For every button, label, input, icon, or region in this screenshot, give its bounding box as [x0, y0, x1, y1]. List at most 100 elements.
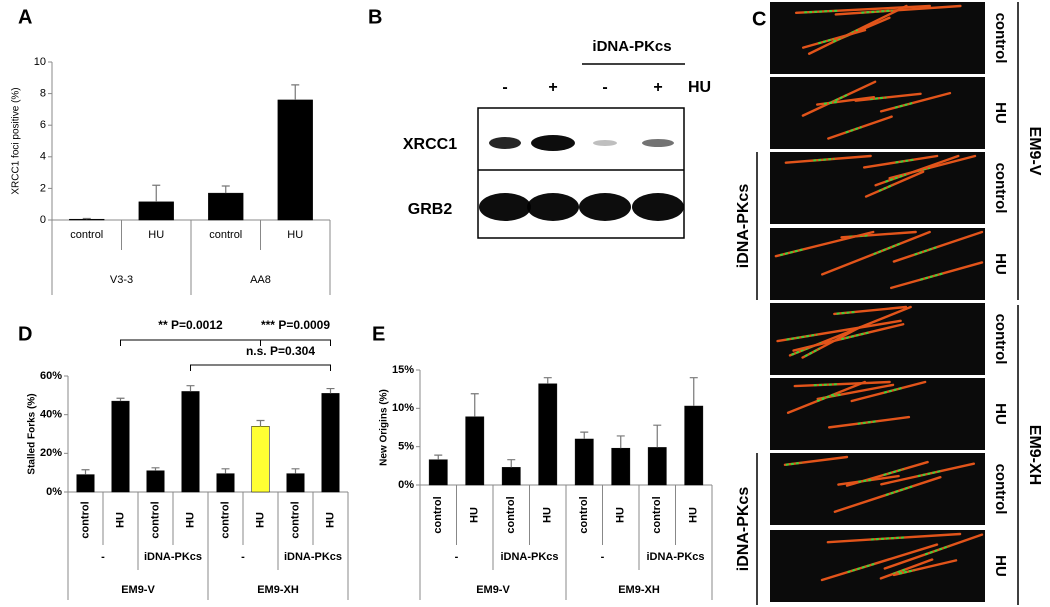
row-label: control [992, 13, 1009, 64]
bar [216, 473, 235, 493]
fiber-image [770, 152, 985, 224]
bar [286, 473, 305, 493]
row-label: control [992, 163, 1009, 214]
row-label: control [992, 464, 1009, 515]
bar [321, 393, 340, 493]
bar [138, 201, 174, 221]
fiber-image [770, 530, 985, 602]
fiber-label-green [847, 562, 877, 574]
fiber-label-green [804, 347, 820, 358]
blot-header: iDNA-PKcs [592, 38, 671, 55]
y-tick-label: 0 [40, 214, 46, 226]
subgroup-label: iDNA-PKcs [646, 551, 704, 563]
x-tick-label: control [79, 501, 91, 538]
fiber [801, 80, 877, 117]
fiber [807, 4, 908, 55]
fiber [833, 305, 908, 316]
subgroup-label: - [241, 551, 245, 563]
fiber [892, 230, 984, 263]
y-tick-label: 10 [34, 56, 46, 68]
fiber [801, 325, 862, 359]
x-tick-label: HU [148, 229, 164, 241]
fiber [879, 558, 934, 580]
fiber-label-green [917, 470, 942, 478]
bar [111, 400, 130, 493]
fiber-label-green [885, 173, 907, 183]
fiber-label-green [924, 545, 950, 556]
fiber-label-green [779, 248, 805, 257]
error-bar [616, 435, 625, 449]
x-tick-label: control [219, 501, 231, 538]
fiber-image [770, 303, 985, 375]
panel-label: D [18, 323, 32, 345]
fiber-label-green [849, 234, 869, 238]
fiber [826, 532, 962, 544]
x-tick-label: HU [542, 507, 554, 523]
error-bar [689, 377, 698, 407]
error-bar [291, 84, 300, 100]
error-bar [186, 385, 195, 392]
bar [146, 470, 165, 493]
bar [647, 447, 667, 486]
fiber-label-green [878, 183, 894, 192]
x-tick-label: control [70, 229, 103, 241]
fiber [850, 380, 927, 403]
subgroup-label: iDNA-PKcs [500, 551, 558, 563]
y-tick-label: 0% [46, 486, 62, 498]
panel-label: B [368, 6, 382, 28]
panel-label: C [752, 8, 766, 30]
fiber-label-green [785, 461, 802, 466]
error-bar [434, 454, 443, 460]
bar [251, 426, 270, 493]
y-axis-label: XRCC1 foci positive (%) [11, 87, 22, 194]
x-tick-label: HU [184, 512, 196, 528]
error-bar [221, 185, 230, 194]
band-label: GRB2 [408, 201, 453, 218]
inhibitor-label: iDNA-PKcs [735, 184, 752, 269]
fiber-image [770, 2, 985, 74]
fiber-label-green [869, 96, 887, 101]
bar [181, 391, 200, 493]
fiber-label-green [914, 246, 937, 256]
error-bar [82, 217, 91, 220]
fiber-label-green [883, 386, 903, 394]
error-bar [580, 431, 589, 439]
error-bar [151, 467, 160, 471]
lane-label: + [653, 79, 662, 96]
fiber-label-green [832, 29, 859, 43]
fiber [793, 380, 891, 388]
error-bar [470, 393, 479, 417]
bar [684, 405, 704, 486]
bar [611, 447, 631, 486]
fiber [883, 533, 984, 570]
lane-label: + [548, 79, 557, 96]
y-axis-label: Stalled Forks (%) [27, 393, 38, 474]
fiber-image [770, 378, 985, 450]
annotation: ** P=0.0012 [158, 318, 223, 332]
blot-band [489, 137, 521, 149]
subgroup-label: iDNA-PKcs [284, 551, 342, 563]
group-label: EM9-V [121, 584, 155, 596]
bar [538, 383, 558, 486]
fiber-label-green [883, 468, 904, 476]
y-tick-label: 0% [398, 479, 414, 491]
fiber-label-green [845, 126, 862, 134]
row-label: HU [992, 555, 1009, 577]
bar [76, 474, 95, 493]
error-bar [256, 419, 265, 427]
blot-band [579, 193, 631, 221]
bar [208, 192, 244, 221]
blot-band [527, 193, 579, 221]
fiber-label-green [892, 568, 907, 575]
row-label: HU [992, 253, 1009, 275]
error-bar [507, 459, 516, 468]
blot-band [642, 139, 674, 147]
y-tick-label: 60% [40, 370, 62, 382]
y-tick-label: 40% [40, 409, 62, 421]
subgroup-label: iDNA-PKcs [144, 551, 202, 563]
treatment-label: HU [688, 79, 711, 96]
fiber [864, 170, 925, 198]
x-tick-label: HU [688, 507, 700, 523]
row-label: HU [992, 102, 1009, 124]
fiber-label-green [861, 9, 893, 14]
